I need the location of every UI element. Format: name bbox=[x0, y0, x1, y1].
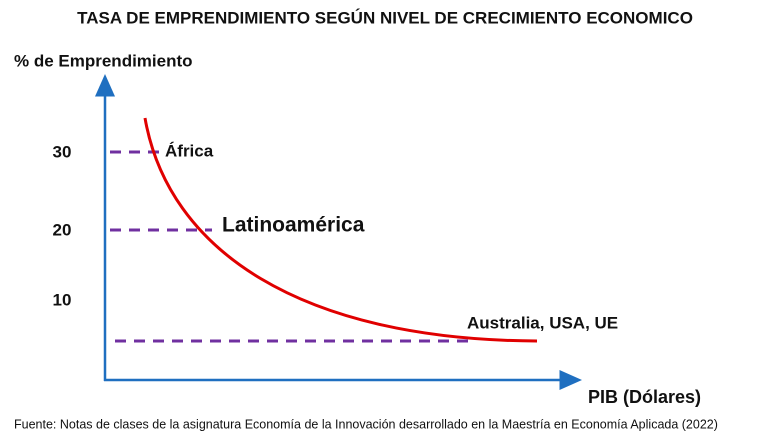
title: TASA DE EMPRENDIMIENTO SEGÚN NIVEL DE CR… bbox=[77, 8, 693, 27]
curve bbox=[143, 117, 538, 343]
y-tick-label: 10 bbox=[53, 290, 72, 309]
x-axis-label: PIB (Dólares) bbox=[588, 387, 701, 407]
y-axis-label: % de Emprendimiento bbox=[14, 51, 193, 70]
annotation: Australia, USA, UE bbox=[467, 313, 618, 332]
annotation: África bbox=[165, 141, 214, 160]
source: Fuente: Notas de clases de la asignatura… bbox=[14, 417, 718, 431]
annotation: Latinoamérica bbox=[222, 214, 365, 237]
y-tick-label: 20 bbox=[53, 220, 72, 239]
y-tick-label: 30 bbox=[53, 142, 72, 161]
